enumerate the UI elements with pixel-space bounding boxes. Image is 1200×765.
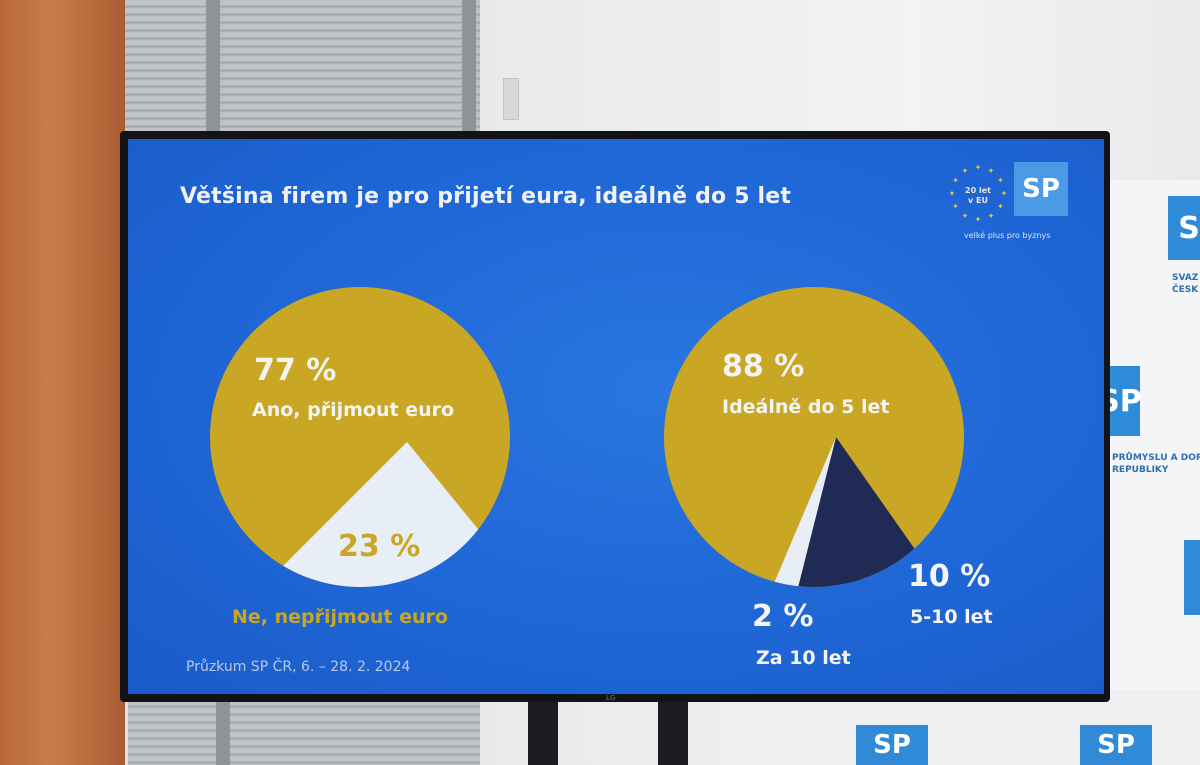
- window-frame: [216, 700, 230, 765]
- tv-brand-logo: LG: [606, 694, 616, 702]
- star-icon: ✦: [962, 212, 969, 221]
- pie2-ideal-value: 88 %: [722, 349, 805, 384]
- banner-text-4: REPUBLIKY: [1112, 465, 1169, 475]
- eu-stars-icon: ✦✦✦✦✦✦✦✦✦ ✦ ✦✦: [949, 163, 1008, 224]
- pie-charts: [210, 287, 964, 587]
- pie1-no-value: 23 %: [338, 529, 421, 564]
- tv-stand-leg: [658, 690, 688, 765]
- pie2-5-10-value: 10 %: [908, 559, 991, 594]
- window-blinds-lower: [128, 700, 480, 765]
- pie2-slice-ideal: [664, 287, 964, 587]
- pie2-ideal-label: Ideálně do 5 let: [722, 396, 890, 418]
- banner-text-2: ČESK: [1172, 285, 1199, 295]
- star-icon: ✦: [997, 202, 1004, 211]
- pie2-10plus-value: 2 %: [752, 599, 814, 634]
- star-icon: ✦: [1001, 189, 1008, 198]
- survey-source: Průzkum SP ČR, 6. – 28. 2. 2024: [186, 659, 411, 675]
- eu-badge-text: 20 let v EU: [965, 186, 991, 205]
- wall-switch: [503, 78, 519, 120]
- pie2-10plus-label: Za 10 let: [756, 647, 851, 669]
- slide: Většina firem je pro přijetí eura, ideál…: [128, 139, 1104, 694]
- star-icon: ✦: [997, 176, 1004, 185]
- wood-panel: [0, 0, 125, 765]
- pie2-slice-5-10: [798, 437, 915, 587]
- banner-logo-3: [1184, 540, 1200, 615]
- star-icon: ✦: [949, 189, 956, 198]
- pie1-no-label: Ne, nepřijmout euro: [232, 606, 448, 628]
- star-icon: ✦: [988, 212, 995, 221]
- sp-logo: SP: [1014, 162, 1068, 216]
- star-icon: ✦: [952, 176, 959, 185]
- banner-text-1: SVAZ: [1172, 273, 1199, 283]
- pie-chart-euro-adoption: [210, 287, 510, 587]
- star-icon: ✦: [952, 202, 959, 211]
- pie1-yes-value: 77 %: [254, 353, 337, 388]
- window-frame: [206, 0, 220, 140]
- pie2-5-10-label: 5-10 let: [910, 606, 993, 628]
- star-icon: ✦: [975, 163, 982, 172]
- backdrop-logo: SP: [856, 725, 928, 765]
- tv-stand-leg: [528, 690, 558, 765]
- banner-logo: SP: [1168, 196, 1200, 260]
- star-icon: ✦: [962, 166, 969, 175]
- pie1-slice-no: [283, 442, 479, 587]
- window-blinds: [118, 0, 480, 140]
- star-icon: ✦: [988, 166, 995, 175]
- backdrop-logo: SP: [1080, 725, 1152, 765]
- banner-text-3: PRŮMYSLU A DOPR: [1112, 453, 1200, 463]
- pie1-yes-label: Ano, přijmout euro: [252, 399, 455, 421]
- pie2-slice-10plus: [774, 437, 836, 587]
- window-frame: [462, 0, 476, 140]
- pie-chart-timeframe: [664, 287, 964, 587]
- tagline: velké plus pro byznys: [964, 231, 1051, 240]
- sp-banner: [1095, 180, 1200, 765]
- star-icon: ✦: [975, 215, 982, 224]
- slide-title: Většina firem je pro přijetí eura, ideál…: [180, 184, 792, 209]
